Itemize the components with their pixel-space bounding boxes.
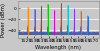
Y-axis label: Power (dBm): Power (dBm) <box>1 3 6 37</box>
X-axis label: Wavelength (nm): Wavelength (nm) <box>35 45 81 50</box>
